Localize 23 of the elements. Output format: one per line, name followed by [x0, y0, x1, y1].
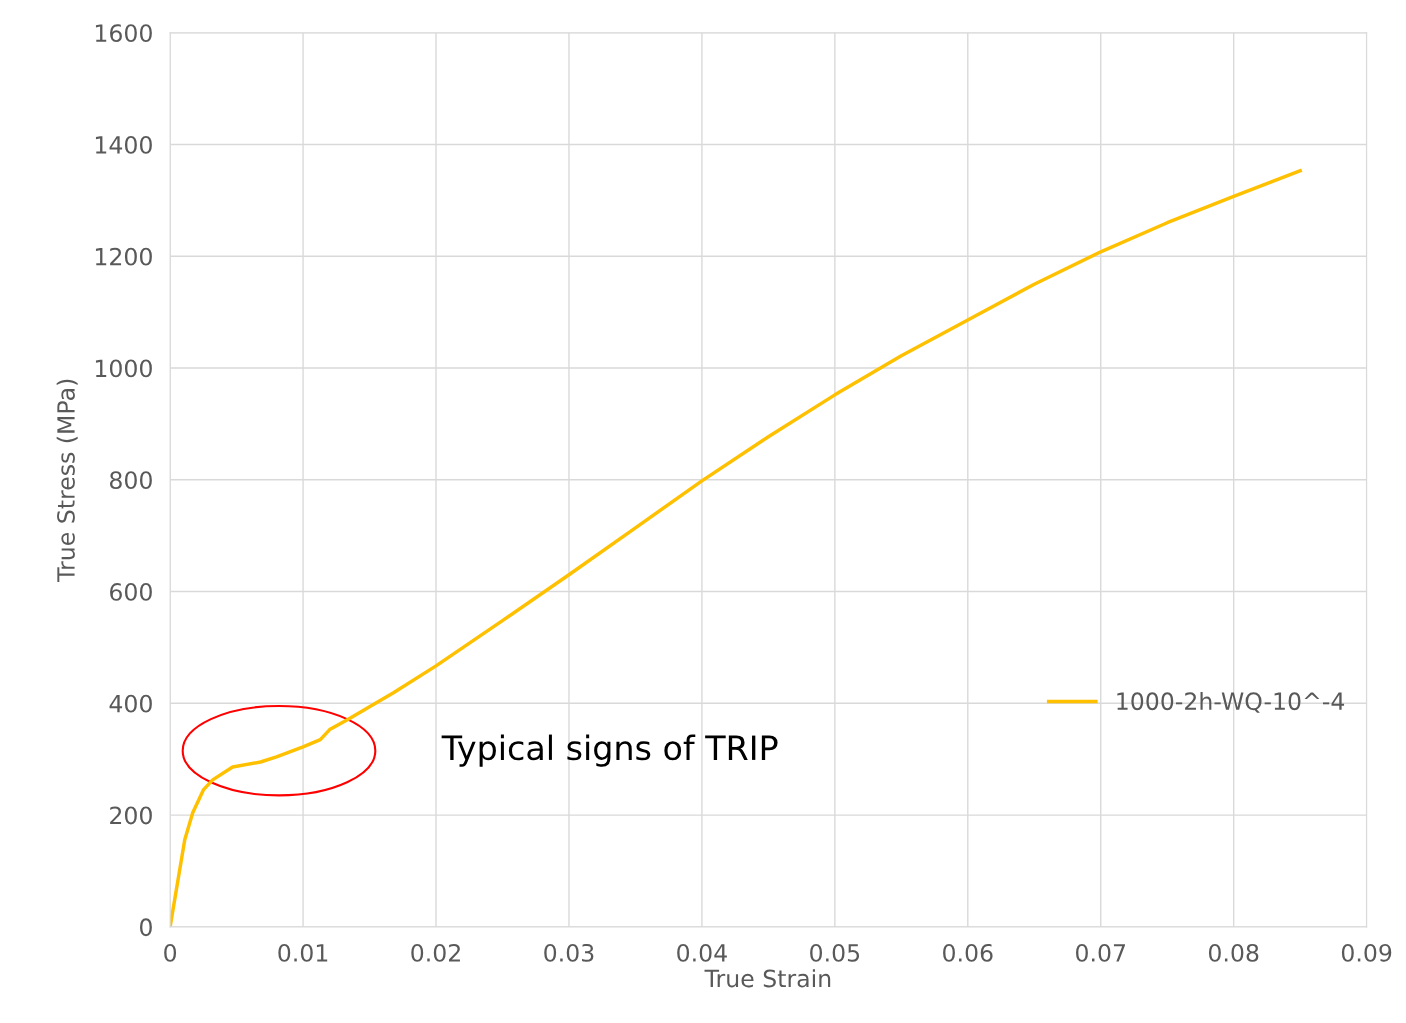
x-tick-label: 0.06 — [943, 943, 993, 962]
y-tick-label: 200 — [110, 806, 152, 825]
x-tick-label: 0.08 — [1208, 943, 1259, 962]
x-tick-label: 0.01 — [278, 943, 328, 962]
y-tick-label: 1600 — [95, 24, 152, 43]
x-tick-label: 0.07 — [1076, 943, 1126, 962]
x-tick-label: 0 — [164, 943, 177, 962]
y-axis-title: True Stress (MPa) — [56, 379, 78, 582]
y-tick-label: 800 — [109, 471, 152, 490]
y-tick-label: 1200 — [95, 247, 152, 266]
y-tick-label: 1400 — [95, 135, 152, 154]
y-tick-label: 400 — [109, 694, 152, 713]
annotation: Typical signs of TRIP — [441, 734, 778, 767]
y-tick-label: 1000 — [95, 359, 152, 378]
x-tick-label: 0.09 — [1341, 943, 1392, 962]
x-axis-title: True Strain — [704, 969, 831, 988]
x-tick-label: 0.02 — [411, 943, 460, 962]
y-tick-label: 600 — [110, 583, 152, 601]
legend-label: 1000-2h-WQ-10^-4 — [1117, 691, 1345, 713]
y-tick-label: 0 — [139, 918, 152, 937]
x-tick-label: 0.05 — [810, 943, 860, 962]
x-tick-label: 0.04 — [677, 943, 727, 962]
x-tick-label: 0.03 — [544, 943, 594, 962]
